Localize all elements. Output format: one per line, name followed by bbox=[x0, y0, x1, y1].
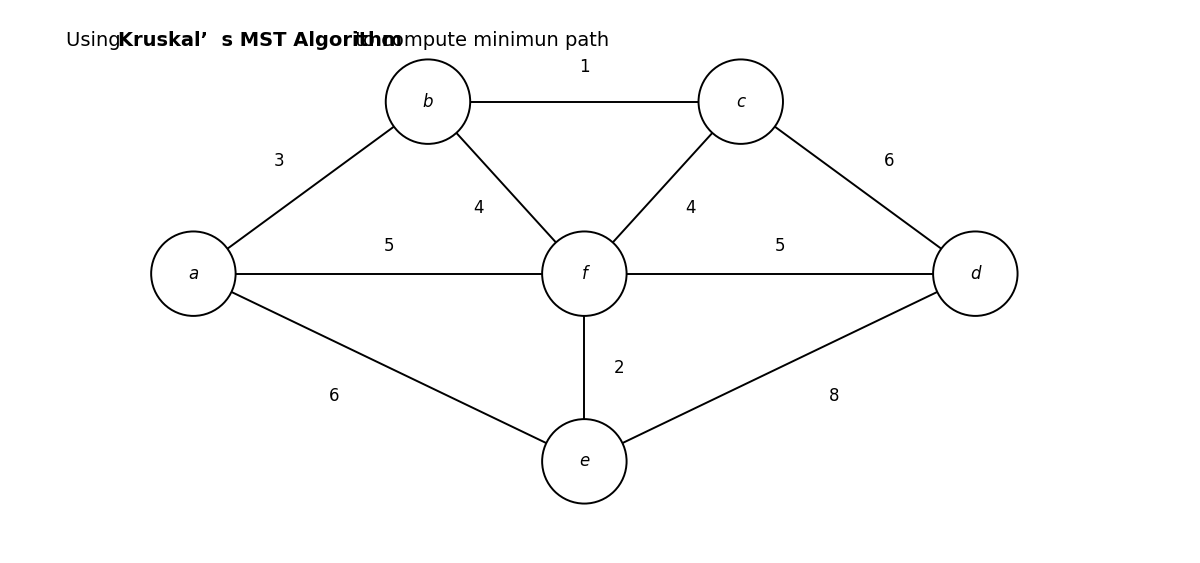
Text: 4: 4 bbox=[473, 199, 484, 217]
Text: Kruskal’  s MST Algorithm: Kruskal’ s MST Algorithm bbox=[118, 31, 402, 50]
Text: 3: 3 bbox=[274, 152, 284, 170]
Text: Using: Using bbox=[66, 31, 127, 50]
Text: 4: 4 bbox=[685, 199, 696, 217]
Circle shape bbox=[151, 231, 235, 316]
Circle shape bbox=[385, 60, 470, 144]
Text: 6: 6 bbox=[329, 387, 340, 405]
Text: Using Kruskal’  s MST Algorithm: Using Kruskal’ s MST Algorithm bbox=[66, 31, 377, 50]
Circle shape bbox=[542, 419, 626, 503]
Circle shape bbox=[934, 231, 1018, 316]
Text: d: d bbox=[970, 265, 980, 283]
Circle shape bbox=[698, 60, 782, 144]
Text: c: c bbox=[736, 93, 745, 111]
Text: 2: 2 bbox=[613, 359, 624, 377]
Circle shape bbox=[542, 231, 626, 316]
Text: b: b bbox=[422, 93, 433, 111]
Text: e: e bbox=[580, 452, 589, 470]
Text: f: f bbox=[582, 265, 587, 283]
Text: to compute minimun path: to compute minimun path bbox=[349, 31, 610, 50]
Text: 1: 1 bbox=[580, 58, 589, 76]
Text: 5: 5 bbox=[774, 236, 785, 254]
Text: a: a bbox=[188, 265, 198, 283]
Text: 6: 6 bbox=[884, 152, 894, 170]
Text: 8: 8 bbox=[829, 387, 840, 405]
Text: 5: 5 bbox=[384, 236, 394, 254]
